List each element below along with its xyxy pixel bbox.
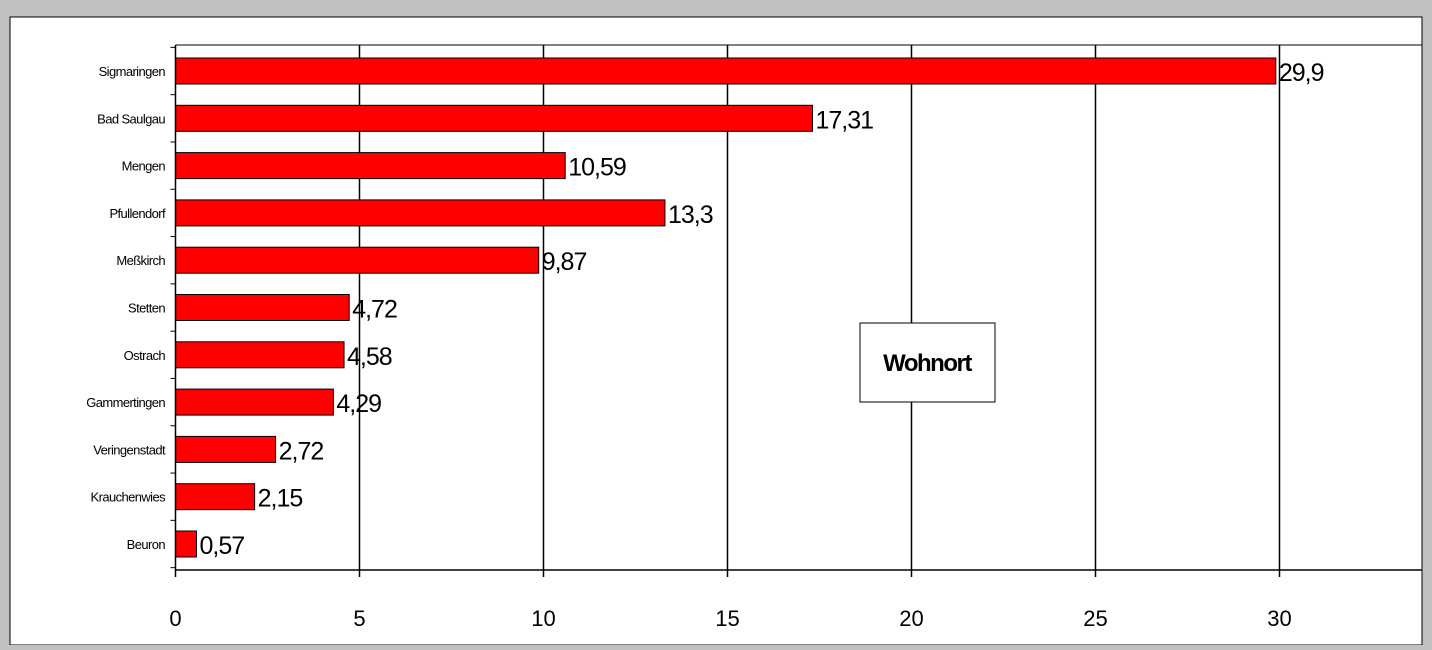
x-tick-label: 5	[353, 606, 365, 631]
category-label: Bad Saulgau	[97, 111, 165, 126]
data-label: 2,72	[279, 437, 324, 465]
category-label: Krauchenwies	[91, 490, 167, 505]
bar	[175, 104, 814, 132]
category-label: Stetten	[128, 301, 165, 316]
data-label: 13,3	[668, 201, 713, 229]
bar	[175, 388, 334, 416]
gridlines	[358, 45, 1281, 570]
category-label: Pfullendorf	[109, 206, 166, 221]
category-label: Ostrach	[124, 348, 166, 363]
data-label: 4,29	[336, 390, 381, 418]
bar	[175, 435, 277, 463]
data-label: 9,87	[542, 248, 587, 276]
x-tick-label: 25	[1083, 606, 1107, 631]
x-tick-label: 10	[531, 606, 555, 631]
bar	[175, 57, 1277, 85]
category-label: Gammertingen	[86, 395, 165, 410]
bar	[175, 152, 566, 180]
data-label: 2,15	[258, 485, 303, 513]
category-label: Beuron	[127, 537, 166, 552]
x-tick-label: 20	[899, 606, 923, 631]
category-label: Sigmaringen	[99, 64, 166, 79]
x-tick-label: 30	[1267, 606, 1291, 631]
bar	[175, 530, 197, 558]
data-label: 10,59	[568, 154, 626, 182]
bar	[175, 483, 256, 511]
annotation-box: Wohnort	[859, 322, 996, 403]
annotation-frame	[859, 322, 996, 403]
bar-series	[175, 57, 1277, 558]
data-label: 4,72	[352, 296, 397, 324]
x-tick-label: 0	[169, 606, 181, 631]
x-tick-label: 15	[715, 606, 739, 631]
data-label: 0,57	[199, 532, 244, 560]
data-label: 4,58	[347, 343, 392, 371]
bar	[175, 199, 666, 227]
category-label: Meßkirch	[116, 253, 165, 268]
labels: 0 5 10 15 20 25 30 Sigmaringen 29,9 Bad Saulgau 17…	[86, 59, 1324, 631]
axes	[170, 44, 1422, 577]
category-label: Veringenstadt	[93, 442, 166, 457]
data-label: 29,9	[1279, 59, 1324, 87]
bar	[175, 294, 350, 321]
bar	[175, 341, 345, 369]
annotation-text: Wohnort	[883, 350, 972, 377]
bar	[175, 246, 540, 274]
data-label: 17,31	[816, 106, 874, 134]
category-label: Mengen	[122, 159, 166, 174]
